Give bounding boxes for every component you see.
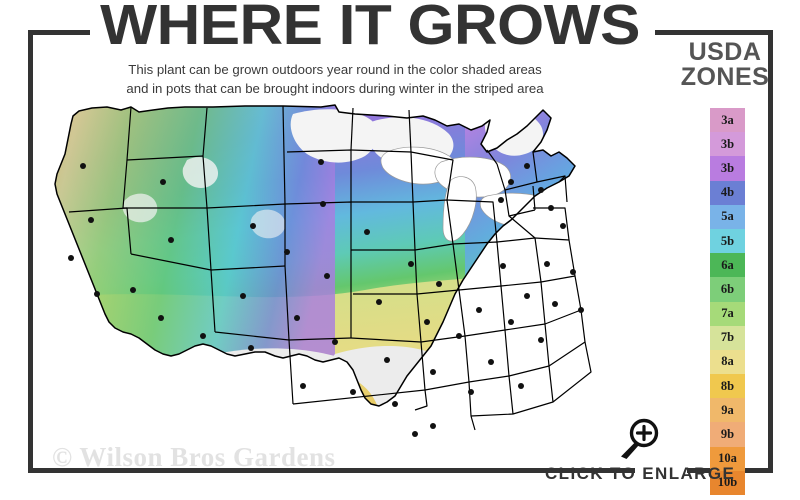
legend-swatch-9a-12: 9a [710, 398, 745, 423]
legend-swatch-8b-11: 8b [710, 374, 745, 399]
legend-swatch-label: 10b [717, 475, 738, 490]
subtitle: This plant can be grown outdoors year ro… [40, 61, 630, 98]
magnifier-plus-icon[interactable] [616, 418, 662, 460]
legend-swatch-label: 3b [720, 136, 735, 151]
legend-swatch-label: 7b [720, 330, 735, 345]
legend-swatch-3b-2: 3b [710, 156, 745, 181]
legend-swatch-10a-14: 10a [710, 446, 745, 471]
frame-border-bottom-left [28, 468, 635, 473]
legend-swatch-label: 4b [720, 185, 735, 200]
legend-swatch-5b-5: 5b [710, 228, 745, 254]
usda-zone-legend: 3a 3b 3b 4b 5a 5b 6a 6b 7a 7b 8a 8b 9a 9b 10a 10b [710, 108, 745, 495]
legend-swatch-3a-0: 3a [710, 108, 745, 133]
legend-title-line-1: USDA [688, 38, 762, 66]
legend-swatch-label: 8b [720, 378, 735, 393]
click-to-enlarge-label[interactable]: CLICK TO ENLARGE [545, 464, 736, 483]
legend-swatch-4b-3: 4b [710, 180, 745, 205]
legend-title-line-2: ZONES [680, 63, 770, 91]
legend-swatch-7b-9: 7b [710, 325, 745, 350]
legend-swatch-label: 3b [720, 160, 735, 175]
frame-border-top-left [28, 30, 90, 35]
legend-swatch-8a-10: 8a [710, 349, 745, 375]
legend-swatch-label: 5a [721, 209, 734, 224]
frame-border-top-right [655, 30, 773, 35]
legend-swatch-6b-7: 6b [710, 277, 745, 302]
state-boundaries [54, 104, 592, 431]
legend-swatch-label: 10a [718, 451, 737, 466]
hardiness-zone-map[interactable] [35, 104, 665, 464]
watermark: © Wilson Bros Gardens [52, 442, 336, 472]
subtitle-line-2: and in pots that can be brought indoors … [126, 80, 544, 96]
page-title: WHERE IT GROWS [100, 0, 640, 57]
legend-swatch-7a-8: 7a [710, 301, 745, 326]
legend-swatch-label: 6a [721, 257, 734, 272]
legend-title: USDA ZONES [660, 40, 790, 90]
legend-swatch-9b-13: 9b [710, 422, 745, 447]
legend-swatch-3b-1: 3b [710, 132, 745, 157]
legend-swatch-10b-15: 10b [710, 470, 745, 495]
legend-swatch-label: 6b [720, 281, 735, 296]
frame-border-left [28, 30, 33, 473]
legend-swatch-label: 9a [721, 402, 734, 417]
frame-border-right [768, 30, 773, 473]
legend-swatch-label: 8a [721, 354, 734, 369]
city-markers [68, 159, 584, 437]
legend-swatch-label: 3a [721, 112, 734, 127]
subtitle-line-1: This plant can be grown outdoors year ro… [128, 62, 542, 77]
legend-swatch-label: 9b [720, 427, 735, 442]
legend-swatch-6a-6: 6a [710, 253, 745, 278]
legend-swatch-label: 7a [721, 306, 734, 321]
legend-swatch-5a-4: 5a [710, 204, 745, 229]
legend-swatch-label: 5b [720, 233, 735, 248]
